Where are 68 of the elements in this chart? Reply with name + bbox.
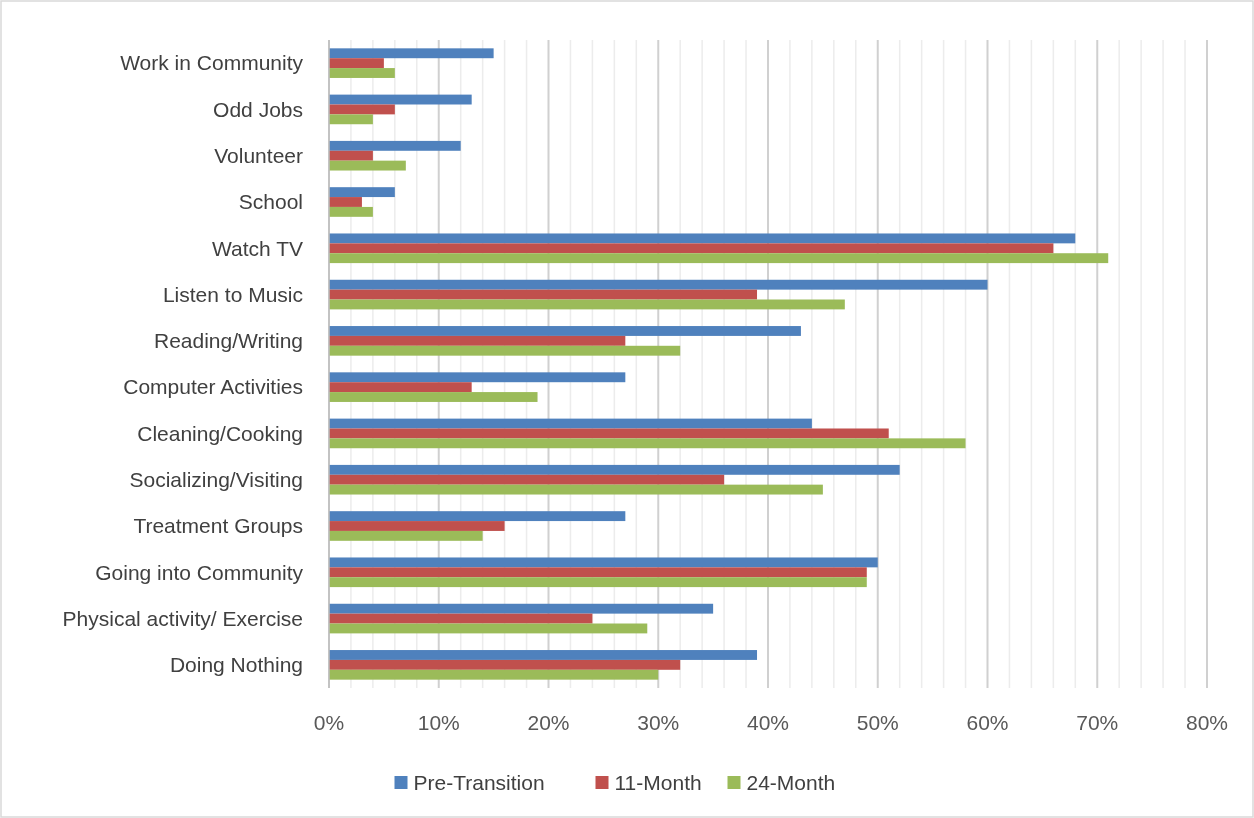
bar: [329, 58, 384, 69]
legend-label: 24-Month: [746, 771, 836, 795]
bar: [329, 669, 659, 680]
bar: [329, 521, 505, 531]
bar: [329, 345, 681, 356]
bar: [329, 464, 900, 475]
legend-label: Pre-Transition: [413, 771, 545, 795]
bar: [329, 160, 406, 171]
y-tick-label: School: [238, 190, 303, 214]
bar: [329, 659, 681, 670]
bar: [329, 187, 395, 198]
bar: [329, 372, 626, 383]
y-tick-label: Going into Community: [95, 560, 304, 584]
y-tick-label: Socializing/Visiting: [129, 468, 303, 492]
bar: [329, 530, 483, 541]
bar: [329, 392, 538, 402]
bar: [329, 243, 1054, 254]
x-tick-label: 40%: [746, 711, 790, 734]
bar: [329, 603, 714, 614]
bar: [329, 94, 472, 105]
bar: [329, 428, 889, 439]
bar: [329, 114, 373, 125]
bar: [329, 289, 758, 300]
x-tick-label: 50%: [856, 711, 899, 734]
bar: [329, 474, 725, 485]
bar: [329, 233, 1076, 244]
bar: [329, 335, 626, 346]
x-tick-label: 0%: [313, 711, 345, 734]
x-tick-label: 20%: [527, 711, 570, 734]
y-tick-label: Odd Jobs: [213, 97, 303, 121]
y-tick-label: Reading/Writing: [153, 329, 303, 353]
x-tick-label: 70%: [1076, 711, 1119, 734]
bar: [329, 623, 648, 634]
y-tick-label: Work in Community: [120, 51, 304, 75]
bar: [329, 650, 758, 660]
bar: [329, 557, 878, 568]
bar: [329, 140, 461, 151]
y-tick-label: Treatment Groups: [133, 514, 303, 538]
bar: [329, 326, 801, 336]
bar: [329, 253, 1109, 264]
y-tick-label: Volunteer: [214, 144, 303, 168]
y-tick-label: Physical activity/ Exercise: [62, 606, 303, 630]
y-tick-label: Computer Activities: [123, 375, 303, 399]
x-tick-label: 80%: [1185, 711, 1229, 734]
bar: [329, 279, 988, 290]
legend-label: 11-Month: [614, 771, 702, 795]
bar: [329, 68, 395, 78]
bar: [329, 567, 867, 578]
bar: [329, 418, 812, 429]
x-tick-label: 60%: [966, 711, 1009, 734]
bar: [329, 150, 373, 161]
bar: [329, 438, 966, 449]
bar: [329, 484, 823, 495]
bar: [329, 299, 845, 310]
x-tick-label: 10%: [417, 711, 460, 734]
x-tick-label: 30%: [637, 711, 680, 734]
y-tick-label: Cleaning/Cooking: [137, 421, 303, 445]
bar: [329, 613, 593, 624]
bar: [329, 382, 472, 393]
bar: [329, 577, 867, 588]
bar: [329, 104, 395, 115]
bar: [329, 48, 494, 59]
bar: [329, 197, 362, 207]
bar: [329, 206, 373, 217]
bar: [329, 511, 626, 522]
y-tick-label: Watch TV: [211, 236, 303, 260]
y-tick-label: Listen to Music: [162, 282, 303, 306]
y-tick-label: Doing Nothing: [169, 653, 303, 677]
